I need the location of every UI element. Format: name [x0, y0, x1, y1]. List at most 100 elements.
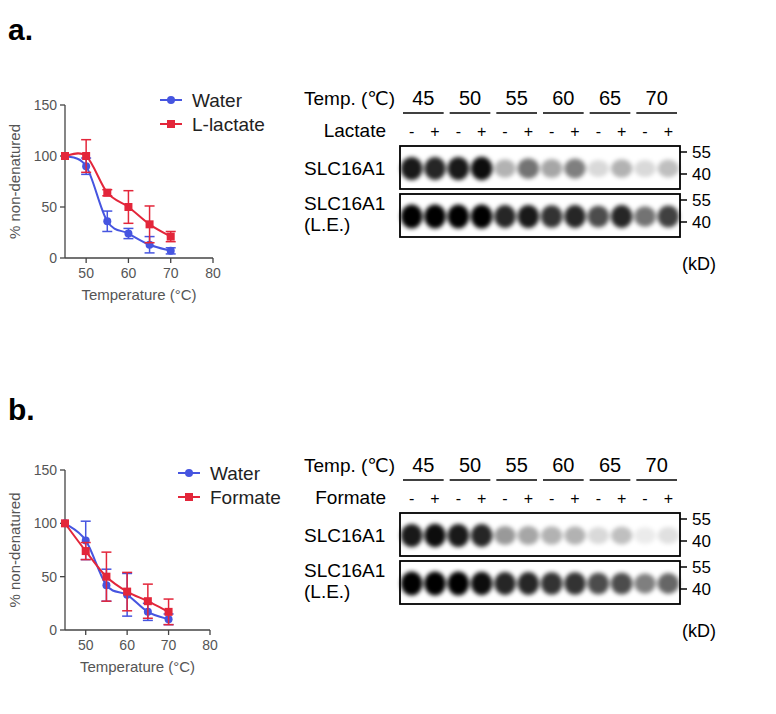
band: [494, 572, 515, 595]
treatment-sign: +: [430, 490, 439, 507]
error-cap: [143, 620, 153, 622]
band: [494, 205, 515, 228]
band: [588, 527, 609, 544]
band: [471, 524, 492, 547]
x-axis-label: Temperature (°C): [80, 658, 195, 675]
band: [518, 158, 539, 178]
marker: [61, 152, 69, 160]
band: [448, 205, 469, 229]
legend-label: Formate: [210, 487, 281, 508]
error-cap: [122, 572, 132, 574]
mw-label: 55: [692, 510, 711, 529]
marker: [144, 597, 152, 605]
band: [658, 573, 679, 594]
error-bar: [102, 190, 112, 196]
marker: [103, 189, 111, 197]
band: [471, 572, 492, 596]
band: [564, 159, 585, 179]
error-cap: [143, 618, 153, 620]
marker: [82, 152, 90, 160]
series: [61, 152, 176, 255]
error-bar: [166, 231, 176, 241]
temp-value: 60: [552, 454, 574, 476]
temp-underline: [450, 479, 491, 481]
error-cap: [81, 559, 91, 561]
blot-frame: [400, 513, 680, 556]
mw-tick: [680, 173, 687, 175]
band: [564, 572, 585, 594]
treatment-sign: +: [664, 123, 673, 140]
series: [61, 519, 174, 624]
panel-label: a.: [8, 13, 33, 46]
series-line: [65, 523, 169, 612]
temp-label: Temp. (℃): [304, 88, 395, 109]
error-cap: [145, 252, 155, 254]
marker: [124, 203, 132, 211]
bands: [401, 157, 679, 181]
plot-area: [61, 519, 174, 624]
x-tick-label: 60: [119, 637, 135, 653]
error-cap: [102, 210, 112, 212]
legend-label: Water: [192, 90, 243, 111]
x-tick: [126, 630, 127, 635]
x-tick-label: 50: [78, 265, 94, 281]
error-cap: [81, 174, 91, 176]
marker: [167, 96, 175, 104]
error-bar: [145, 206, 155, 243]
temp-value: 45: [412, 87, 434, 109]
treatment-sign: +: [617, 490, 626, 507]
mw-label: 40: [692, 532, 711, 551]
x-tick: [170, 258, 171, 263]
y-axis-label: % non-denatured: [6, 124, 23, 239]
treatment-sign: +: [524, 490, 533, 507]
band: [401, 205, 422, 229]
band: [494, 526, 515, 545]
y-tick-label: 50: [41, 199, 57, 215]
marker: [82, 547, 90, 555]
error-cap: [101, 600, 111, 602]
error-cap: [122, 615, 132, 617]
band: [424, 572, 445, 596]
error-bar: [123, 191, 133, 224]
marker: [165, 608, 173, 616]
band: [611, 573, 632, 595]
error-bar: [81, 543, 91, 560]
treatment-sign: -: [642, 490, 647, 507]
mw-tick: [680, 588, 687, 590]
row-label: (L.E.): [304, 581, 350, 602]
temp-value: 55: [506, 87, 528, 109]
mw-label: 55: [692, 558, 711, 577]
temp-value: 70: [646, 454, 668, 476]
chart: b.05010015050607080Temperature (°C)% non…: [6, 393, 281, 675]
x-tick: [168, 630, 169, 635]
row-label: (L.E.): [304, 214, 350, 235]
y-axis: [64, 470, 65, 630]
mw-label: 40: [692, 165, 711, 184]
marker: [61, 519, 69, 527]
band: [658, 206, 679, 228]
treatment-sign: -: [456, 123, 461, 140]
error-cap: [145, 242, 155, 244]
band: [564, 526, 585, 544]
band: [634, 574, 655, 594]
band: [448, 157, 469, 180]
treatment-label: Lactate: [324, 120, 386, 141]
y-tick: [60, 629, 65, 630]
temp-underline: [543, 479, 584, 481]
band: [401, 572, 422, 596]
y-tick: [60, 206, 65, 207]
mw-unit: (kD): [682, 621, 716, 641]
band: [424, 157, 445, 180]
treatment-sign: +: [617, 123, 626, 140]
treatment-label: Formate: [315, 487, 386, 508]
temp-value: 55: [506, 454, 528, 476]
marker: [61, 152, 69, 160]
mw-tick: [680, 221, 687, 223]
y-tick: [60, 257, 65, 258]
treatment-sign: -: [642, 123, 647, 140]
series-line: [65, 153, 171, 236]
temp-value: 45: [412, 454, 434, 476]
marker: [146, 220, 154, 228]
treatment-sign: -: [502, 490, 507, 507]
treatment-sign: -: [409, 123, 414, 140]
